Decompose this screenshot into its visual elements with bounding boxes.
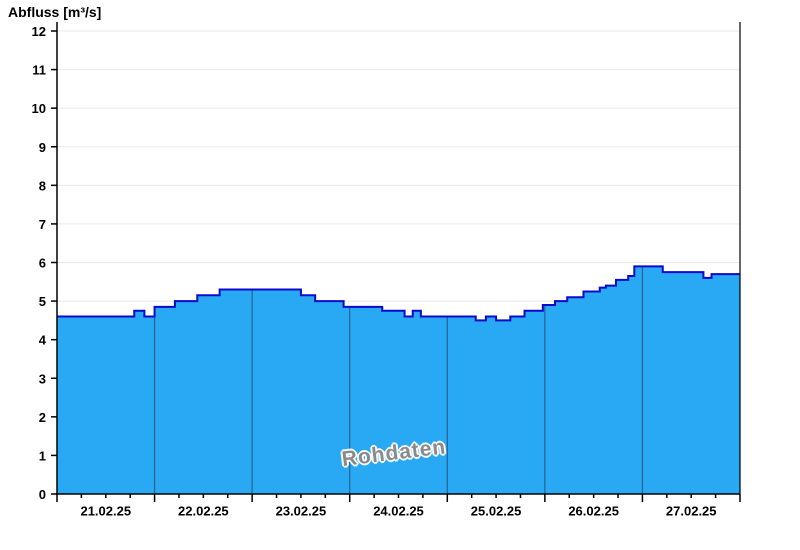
y-tick-label: 1	[39, 448, 46, 463]
x-tick-label: 26.02.25	[568, 504, 619, 519]
discharge-area-fill	[57, 266, 740, 494]
y-tick-label: 11	[32, 63, 46, 78]
y-axis-title: Abfluss [m³/s]	[8, 4, 102, 20]
y-tick-label: 5	[39, 294, 46, 309]
x-tick-label: 24.02.25	[373, 504, 424, 519]
x-tick-label: 23.02.25	[276, 504, 327, 519]
y-tick-label: 3	[39, 371, 46, 386]
x-tick-label: 27.02.25	[666, 504, 717, 519]
y-tick-label: 7	[39, 217, 46, 232]
y-tick-label: 8	[39, 178, 46, 193]
y-tick-label: 9	[39, 140, 46, 155]
x-tick-label: 21.02.25	[80, 504, 131, 519]
y-tick-label: 0	[39, 487, 46, 502]
discharge-line	[57, 265, 740, 322]
x-tick-label: 22.02.25	[178, 504, 229, 519]
y-tick-label: 10	[32, 101, 46, 116]
y-tick-label: 2	[39, 410, 46, 425]
y-tick-label: 4	[39, 333, 47, 348]
x-tick-label: 25.02.25	[471, 504, 522, 519]
y-tick-label: 6	[39, 256, 46, 271]
y-tick-label: 12	[32, 24, 46, 39]
